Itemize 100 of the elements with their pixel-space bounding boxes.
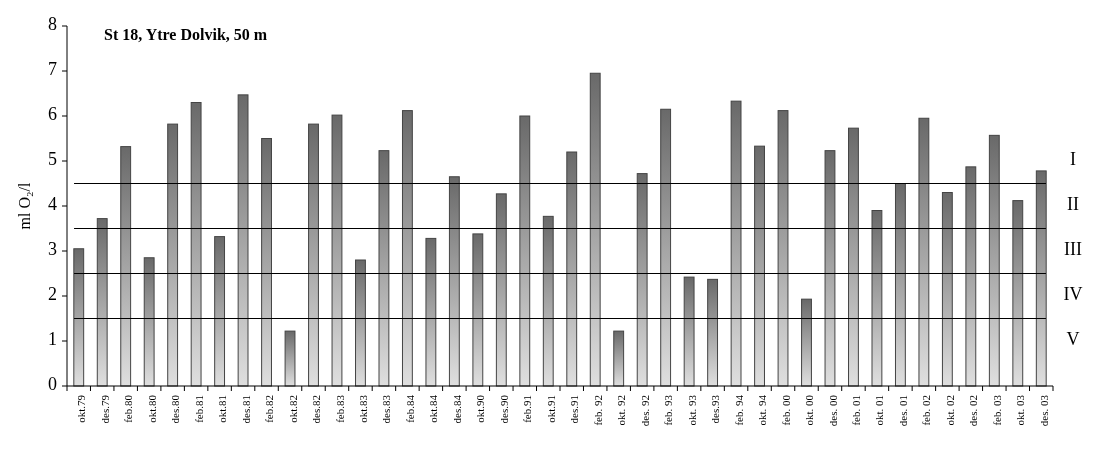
text: IV — [1063, 284, 1083, 305]
x-tick-label: des.80 — [169, 394, 182, 424]
bar — [566, 151, 578, 387]
text: I — [1070, 149, 1076, 170]
bar — [495, 193, 507, 387]
x-tick-label: feb.80 — [122, 394, 135, 423]
x-tick-label: feb. 00 — [779, 394, 792, 426]
y-tick-label: 4 — [48, 194, 57, 215]
x-tick-label: des.83 — [380, 394, 393, 424]
text: III — [1064, 239, 1082, 260]
x-tick-label: okt. 00 — [803, 394, 816, 426]
bar — [448, 176, 460, 387]
bar — [1012, 200, 1024, 387]
x-tick-label: des.81 — [239, 395, 252, 424]
bar — [988, 134, 1000, 387]
x-tick-label: feb. 02 — [920, 395, 933, 426]
bar — [707, 278, 719, 387]
bar — [237, 94, 249, 387]
x-tick-label: des.93 — [709, 394, 722, 424]
bar — [214, 236, 226, 387]
bar — [542, 215, 554, 387]
x-tick-label: des.82 — [310, 395, 323, 424]
bar — [378, 150, 390, 387]
bar — [777, 110, 789, 387]
y-axis-title: ml O₂/l — [15, 181, 33, 230]
bar — [308, 123, 319, 387]
bar — [801, 298, 812, 387]
bar — [730, 100, 742, 387]
bar — [73, 248, 85, 387]
x-tick-label: okt.91 — [544, 395, 557, 423]
x-tick-label: okt.79 — [75, 394, 88, 423]
bar — [848, 127, 859, 387]
x-tick-label: okt.84 — [427, 394, 440, 423]
x-tick-label: feb. 93 — [662, 394, 675, 426]
x-tick-label: feb.81 — [192, 395, 205, 423]
x-tick-label: okt.82 — [286, 395, 299, 423]
x-tick-label: feb.91 — [521, 395, 534, 423]
x-tick-label: des. 01 — [896, 395, 909, 427]
bar — [167, 123, 179, 387]
bar — [918, 117, 930, 387]
x-tick-label: des.84 — [450, 394, 463, 424]
bar — [190, 102, 202, 387]
bar — [401, 110, 413, 387]
y-tick-label: 6 — [48, 104, 57, 125]
x-tick-label: okt. 93 — [685, 394, 698, 426]
y-tick-label: 1 — [48, 329, 57, 350]
text: II — [1067, 194, 1079, 215]
x-tick-label: feb.82 — [263, 395, 276, 423]
x-tick-label: des. 92 — [638, 395, 651, 427]
bar — [143, 257, 155, 387]
bar — [965, 166, 977, 387]
x-tick-label: feb. 01 — [849, 395, 862, 426]
bar — [519, 115, 531, 387]
bar — [120, 146, 132, 387]
text: V — [1066, 329, 1080, 350]
x-tick-label: des.91 — [568, 395, 581, 424]
bar — [660, 108, 672, 387]
x-tick-label: des. 00 — [826, 394, 839, 427]
x-tick-label: okt. 92 — [615, 395, 628, 426]
x-tick-label: des.90 — [497, 394, 510, 424]
bar — [824, 150, 836, 387]
bar — [613, 330, 625, 387]
bar — [589, 72, 601, 387]
x-tick-label: des. 02 — [967, 395, 980, 427]
bar — [355, 259, 366, 387]
bar — [754, 145, 765, 387]
bar — [683, 276, 695, 387]
bar — [472, 233, 484, 387]
bar — [894, 183, 906, 387]
x-tick-label: okt. 94 — [756, 394, 769, 426]
bar — [261, 138, 272, 387]
x-tick-label: okt.83 — [356, 394, 369, 423]
y-tick-label: 5 — [48, 149, 57, 170]
x-tick-label: feb.83 — [333, 394, 346, 423]
bar — [941, 192, 953, 387]
bar — [1035, 170, 1047, 387]
bar — [425, 237, 437, 387]
x-tick-label: okt.90 — [474, 394, 487, 423]
x-tick-label: okt.80 — [145, 394, 158, 423]
x-tick-label: okt.81 — [216, 395, 229, 423]
x-tick-label: feb. 03 — [990, 394, 1003, 426]
bar — [636, 173, 648, 387]
x-tick-label: feb. 94 — [732, 394, 745, 426]
x-tick-label: feb. 92 — [591, 395, 604, 426]
x-tick-label: des.79 — [98, 394, 111, 424]
x-tick-label: okt. 03 — [1014, 394, 1027, 426]
y-tick-label: 7 — [48, 59, 57, 80]
x-tick-label: des. 03 — [1037, 394, 1050, 427]
bar — [871, 210, 883, 387]
bar — [284, 330, 296, 387]
y-tick-label: 2 — [48, 284, 57, 305]
x-tick-label: okt. 02 — [943, 395, 956, 426]
x-tick-label: feb.84 — [403, 394, 416, 423]
bar — [331, 114, 343, 387]
x-tick-label: okt. 01 — [873, 395, 886, 426]
bar — [96, 218, 108, 387]
y-tick-label: 0 — [48, 374, 57, 395]
chart-title: St 18, Ytre Dolvik, 50 m — [104, 26, 268, 43]
y-tick-label: 3 — [48, 239, 57, 260]
y-tick-label: 8 — [48, 14, 57, 35]
